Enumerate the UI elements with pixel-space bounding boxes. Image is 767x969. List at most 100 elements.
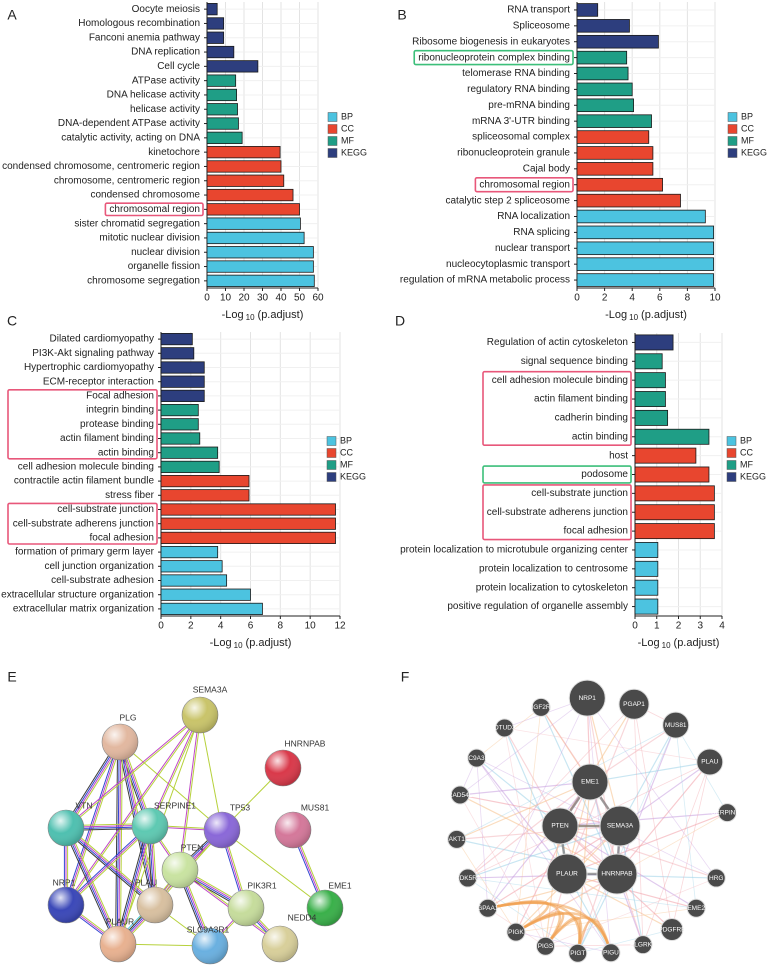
category-label: organelle fission bbox=[128, 261, 200, 272]
x-tick-label: 2 bbox=[676, 621, 682, 632]
network-edge bbox=[65, 741, 121, 906]
category-label: protease binding bbox=[80, 419, 154, 430]
bar bbox=[206, 88, 238, 102]
node-label: MUS81 bbox=[665, 722, 687, 729]
legend-swatch bbox=[327, 112, 338, 122]
x-axis-title-part: (p.adjust) bbox=[674, 637, 720, 649]
legend-label: CC bbox=[341, 123, 354, 133]
network-edge bbox=[566, 812, 728, 875]
bar bbox=[576, 193, 681, 208]
network-node bbox=[506, 922, 526, 942]
legend-swatch bbox=[327, 124, 338, 134]
highlight-box bbox=[482, 370, 632, 447]
x-axis-title-part: 10 bbox=[629, 313, 638, 322]
node-label: PLAU bbox=[701, 759, 718, 766]
node-label: PLAUR bbox=[556, 871, 578, 878]
category-label: regulatory RNA binding bbox=[467, 84, 570, 95]
category-label: podosome bbox=[581, 469, 628, 480]
highlight-box bbox=[104, 202, 204, 217]
network-node bbox=[686, 898, 706, 918]
legend-label: BP bbox=[741, 111, 753, 121]
bar bbox=[634, 466, 710, 483]
network-edge bbox=[116, 825, 150, 944]
category-label: cell-substrate adhesion bbox=[51, 575, 154, 586]
x-tick-label: 0 bbox=[574, 293, 580, 304]
network-edge bbox=[64, 828, 118, 945]
network-edge bbox=[633, 704, 673, 930]
network-edge bbox=[459, 794, 621, 827]
network-node bbox=[662, 711, 690, 739]
bar bbox=[206, 174, 285, 187]
node-label: OTUD3 bbox=[494, 725, 516, 732]
network-edge bbox=[65, 828, 155, 906]
category-label: nucleocytoplasmic transport bbox=[446, 259, 570, 270]
bar bbox=[634, 485, 715, 502]
network-edge bbox=[63, 828, 117, 946]
network-edge bbox=[504, 727, 710, 763]
legend-label: MF bbox=[341, 135, 354, 145]
category-label: cell-substrate junction bbox=[57, 504, 154, 515]
x-axis-title: -Log 10 (p.adjust) bbox=[638, 637, 720, 650]
bar bbox=[160, 389, 205, 402]
x-axis-title: -Log 10 (p.adjust) bbox=[210, 637, 292, 650]
bar bbox=[576, 162, 654, 176]
network-edge bbox=[487, 697, 588, 909]
node-shine bbox=[48, 810, 84, 846]
category-label: mitotic nuclear division bbox=[99, 233, 200, 244]
legend-swatch bbox=[726, 448, 737, 458]
bar bbox=[160, 531, 336, 544]
category-label: ECM-receptor interaction bbox=[43, 376, 154, 387]
node-label: HRG bbox=[709, 875, 723, 882]
network-node bbox=[717, 803, 737, 823]
network-node bbox=[571, 763, 609, 801]
x-tick-label: 30 bbox=[257, 293, 269, 304]
category-label: actin filament binding bbox=[60, 433, 154, 444]
network-edge bbox=[515, 907, 697, 933]
category-label: ATPase activity bbox=[132, 75, 200, 86]
bar bbox=[634, 353, 663, 370]
network-edge bbox=[559, 812, 728, 827]
bar bbox=[634, 447, 697, 464]
bar bbox=[206, 45, 235, 59]
category-label: Cajal body bbox=[523, 163, 570, 174]
category-label: kinetochore bbox=[148, 147, 200, 158]
legend-swatch bbox=[727, 136, 738, 146]
network-edge bbox=[65, 714, 200, 828]
legend-label: KEGG bbox=[341, 147, 367, 157]
network-edge bbox=[589, 761, 710, 783]
category-label: stress fiber bbox=[105, 490, 155, 501]
node-shine bbox=[48, 887, 84, 923]
legend-swatch bbox=[727, 148, 738, 158]
network-edge bbox=[66, 827, 120, 944]
node-label: EME1 bbox=[328, 880, 351, 890]
bar bbox=[634, 542, 659, 558]
category-label: Ribosome biogenesis in eukaryotes bbox=[412, 36, 570, 47]
network-edge bbox=[467, 703, 635, 879]
bar bbox=[634, 372, 666, 389]
bar bbox=[634, 334, 674, 351]
bar bbox=[160, 602, 263, 615]
x-axis-title: -Log 10 (p.adjust) bbox=[605, 309, 687, 322]
network-edge bbox=[67, 825, 157, 904]
bar bbox=[160, 588, 251, 601]
x-axis-title-part: (p.adjust) bbox=[641, 309, 687, 321]
node-label: PGAP1 bbox=[623, 701, 645, 708]
category-label: ribonucleoprotein granule bbox=[457, 148, 570, 159]
x-tick-label: 4 bbox=[629, 293, 635, 304]
bar bbox=[160, 361, 205, 374]
category-label: catalytic activity, acting on DNA bbox=[61, 132, 200, 143]
network-edge bbox=[671, 761, 711, 930]
node-label: HNRNPAB bbox=[601, 871, 632, 878]
node-shine bbox=[182, 697, 218, 733]
node-label: PIGK bbox=[508, 929, 524, 936]
network-edge bbox=[545, 877, 717, 947]
category-label: nuclear division bbox=[131, 247, 200, 258]
network-edge bbox=[515, 931, 612, 954]
network-node bbox=[596, 853, 638, 895]
x-axis-title-part: 10 bbox=[662, 641, 671, 650]
node-label: NRP1 bbox=[579, 695, 597, 702]
x-tick-label: 6 bbox=[657, 293, 663, 304]
network-edge bbox=[577, 929, 673, 954]
network-edge-strong bbox=[576, 918, 613, 954]
